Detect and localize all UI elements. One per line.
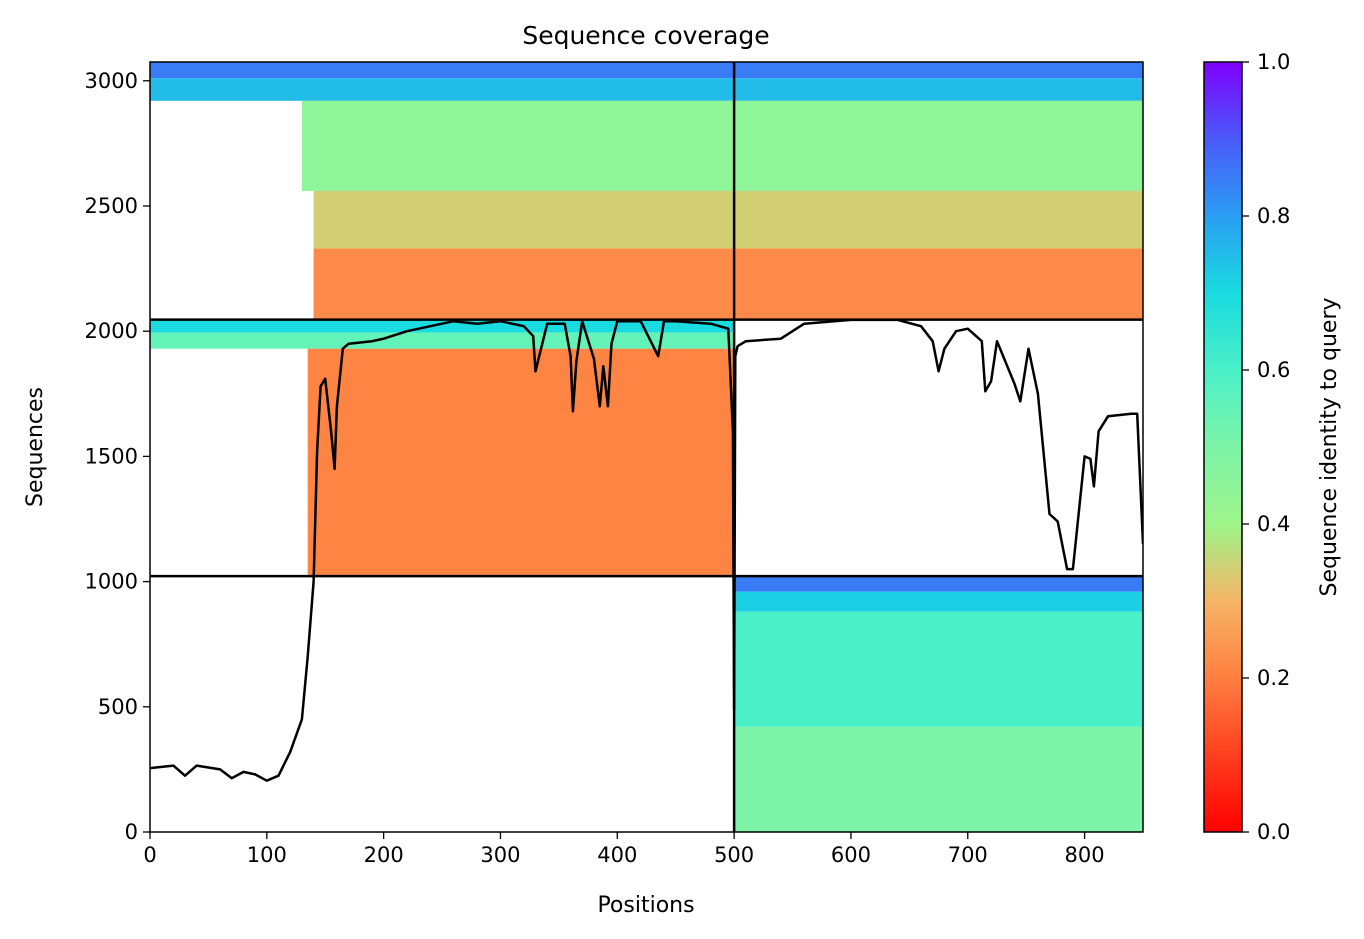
colorbar-tick-label: 1.0	[1257, 50, 1290, 74]
colorbar-gradient	[1203, 61, 1243, 833]
x-axis-label: Positions	[597, 893, 694, 918]
x-tick-label: 600	[831, 843, 871, 867]
y-axis-label: Sequences	[23, 387, 48, 507]
colorbar-tick-label: 0.0	[1257, 820, 1290, 844]
colorbar-tick-label: 0.8	[1257, 204, 1290, 228]
x-axis: 0 100 200 300 400 500 600 700 800	[143, 832, 1105, 867]
chain-a-only-band	[150, 319, 735, 333]
x-tick-label: 400	[597, 843, 637, 867]
x-tick-label: 0	[143, 843, 156, 867]
chain-b-only-band	[734, 576, 1143, 592]
colorbar: 0.0 0.2 0.4 0.6 0.8 1.0 Sequence identity to …	[1203, 50, 1342, 844]
chain-a-chain-b-pairs-block	[150, 62, 1143, 320]
colorbar-tick-label: 0.2	[1257, 666, 1290, 690]
chain-a-chain-b-pairs-band	[313, 248, 1143, 320]
chain-a-chain-b-pairs-band	[301, 100, 1143, 191]
colorbar-tick-label: 0.6	[1257, 358, 1290, 382]
chain-b-only-band	[734, 591, 1143, 612]
chain-a-only-block	[150, 319, 735, 577]
chain-a-chain-b-pairs-band	[150, 78, 1143, 101]
y-tick-label: 1000	[85, 570, 138, 594]
chain-a-only-band	[307, 348, 735, 577]
colorbar-ticks: 0.0 0.2 0.4 0.6 0.8 1.0	[1242, 50, 1290, 844]
plot-frame	[149, 61, 1144, 833]
y-tick-label: 2000	[85, 319, 138, 343]
y-tick-label: 3000	[85, 69, 138, 93]
chain-a-chain-b-pairs-band	[313, 190, 1143, 249]
chain-a-chain-b-pairs-band	[150, 62, 1143, 79]
colorbar-label: Sequence identity to query	[1317, 297, 1342, 596]
y-tick-label: 2500	[85, 194, 138, 218]
x-tick-label: 300	[480, 843, 520, 867]
y-axis: 0 500 1000 1500 2000 2500 3000	[85, 69, 150, 844]
x-tick-label: 700	[948, 843, 988, 867]
x-tick-label: 200	[364, 843, 404, 867]
chain-b-only-block	[734, 576, 1143, 832]
coverage-blocks	[150, 62, 1143, 832]
chart-title: Sequence coverage	[522, 21, 769, 50]
chain-b-only-band	[734, 611, 1143, 727]
chain-b-only-band	[734, 726, 1143, 832]
y-tick-label: 500	[98, 695, 138, 719]
x-tick-label: 800	[1065, 843, 1105, 867]
colorbar-tick-label: 0.4	[1257, 512, 1290, 536]
y-tick-label: 0	[125, 820, 138, 844]
coverage-line	[150, 318, 1143, 782]
x-tick-label: 500	[714, 843, 754, 867]
plot-area	[150, 62, 1143, 832]
x-tick-label: 100	[247, 843, 287, 867]
y-tick-label: 1500	[85, 444, 138, 468]
